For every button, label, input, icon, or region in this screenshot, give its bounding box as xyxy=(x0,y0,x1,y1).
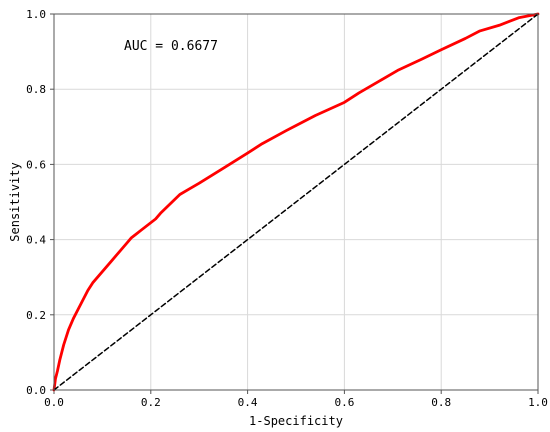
y-tick-label: 0.2 xyxy=(26,309,46,322)
y-tick-label: 0.8 xyxy=(26,83,46,96)
x-tick-label: 0.8 xyxy=(431,396,451,409)
x-axis-label: 1-Specificity xyxy=(249,414,343,428)
x-tick-label: 1.0 xyxy=(528,396,548,409)
plot-frame xyxy=(53,13,539,391)
x-tick-label: 0.6 xyxy=(334,396,354,409)
y-axis-label: Sensitivity xyxy=(8,162,22,241)
y-tick-label: 0.0 xyxy=(26,384,46,397)
auc-annotation: AUC = 0.6677 xyxy=(124,39,218,54)
axis-ticks xyxy=(50,13,539,394)
series-layer xyxy=(52,12,540,392)
y-tick-label: 0.6 xyxy=(26,158,46,171)
roc-curve-line xyxy=(52,12,540,392)
tick-labels: 0.0 0.2 0.4 0.6 0.8 1.0 0.0 0.2 0.4 0.6 0.8 1.0 xyxy=(26,8,548,409)
y-tick-label: 1.0 xyxy=(26,8,46,21)
x-tick-label: 0.0 xyxy=(44,396,64,409)
reference-diagonal-line xyxy=(53,13,539,391)
x-tick-label: 0.4 xyxy=(238,396,258,409)
x-tick-label: 0.2 xyxy=(141,396,161,409)
y-tick-label: 0.4 xyxy=(26,234,46,247)
